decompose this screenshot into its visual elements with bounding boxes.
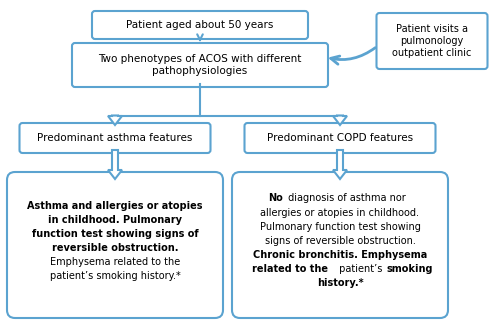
FancyBboxPatch shape (7, 172, 223, 318)
Text: reversible obstruction.: reversible obstruction. (52, 243, 178, 253)
FancyBboxPatch shape (20, 123, 210, 153)
Text: Emphysema related to the: Emphysema related to the (50, 257, 180, 267)
Text: No: No (268, 193, 283, 203)
FancyBboxPatch shape (244, 123, 436, 153)
Text: patient’s smoking history.*: patient’s smoking history.* (50, 271, 180, 281)
Text: Predominant COPD features: Predominant COPD features (267, 133, 413, 143)
Text: Two phenotypes of ACOS with different
pathophysiologies: Two phenotypes of ACOS with different pa… (98, 54, 302, 76)
Text: Pulmonary function test showing: Pulmonary function test showing (260, 222, 420, 232)
Text: related to the: related to the (252, 264, 328, 274)
FancyBboxPatch shape (232, 172, 448, 318)
Polygon shape (108, 116, 122, 125)
Polygon shape (108, 150, 122, 179)
FancyBboxPatch shape (92, 11, 308, 39)
Text: Chronic bronchitis. Emphysema: Chronic bronchitis. Emphysema (253, 250, 427, 260)
Text: history.*: history.* (316, 278, 364, 288)
Text: Predominant asthma features: Predominant asthma features (38, 133, 192, 143)
Text: diagnosis of asthma nor: diagnosis of asthma nor (286, 193, 406, 203)
Text: Patient aged about 50 years: Patient aged about 50 years (126, 20, 274, 30)
Polygon shape (333, 150, 347, 179)
Text: smoking: smoking (387, 264, 434, 274)
Text: signs of reversible obstruction.: signs of reversible obstruction. (264, 236, 416, 246)
Text: patient’s: patient’s (336, 264, 385, 274)
Text: Asthma and allergies or atopies: Asthma and allergies or atopies (27, 200, 203, 210)
Text: function test showing signs of: function test showing signs of (32, 229, 198, 239)
Polygon shape (333, 116, 347, 125)
Text: allergies or atopies in childhood.: allergies or atopies in childhood. (260, 207, 420, 217)
FancyBboxPatch shape (376, 13, 488, 69)
Text: in childhood. Pulmonary: in childhood. Pulmonary (48, 215, 182, 225)
Text: Patient visits a
pulmonology
outpatient clinic: Patient visits a pulmonology outpatient … (392, 24, 471, 58)
FancyBboxPatch shape (72, 43, 328, 87)
